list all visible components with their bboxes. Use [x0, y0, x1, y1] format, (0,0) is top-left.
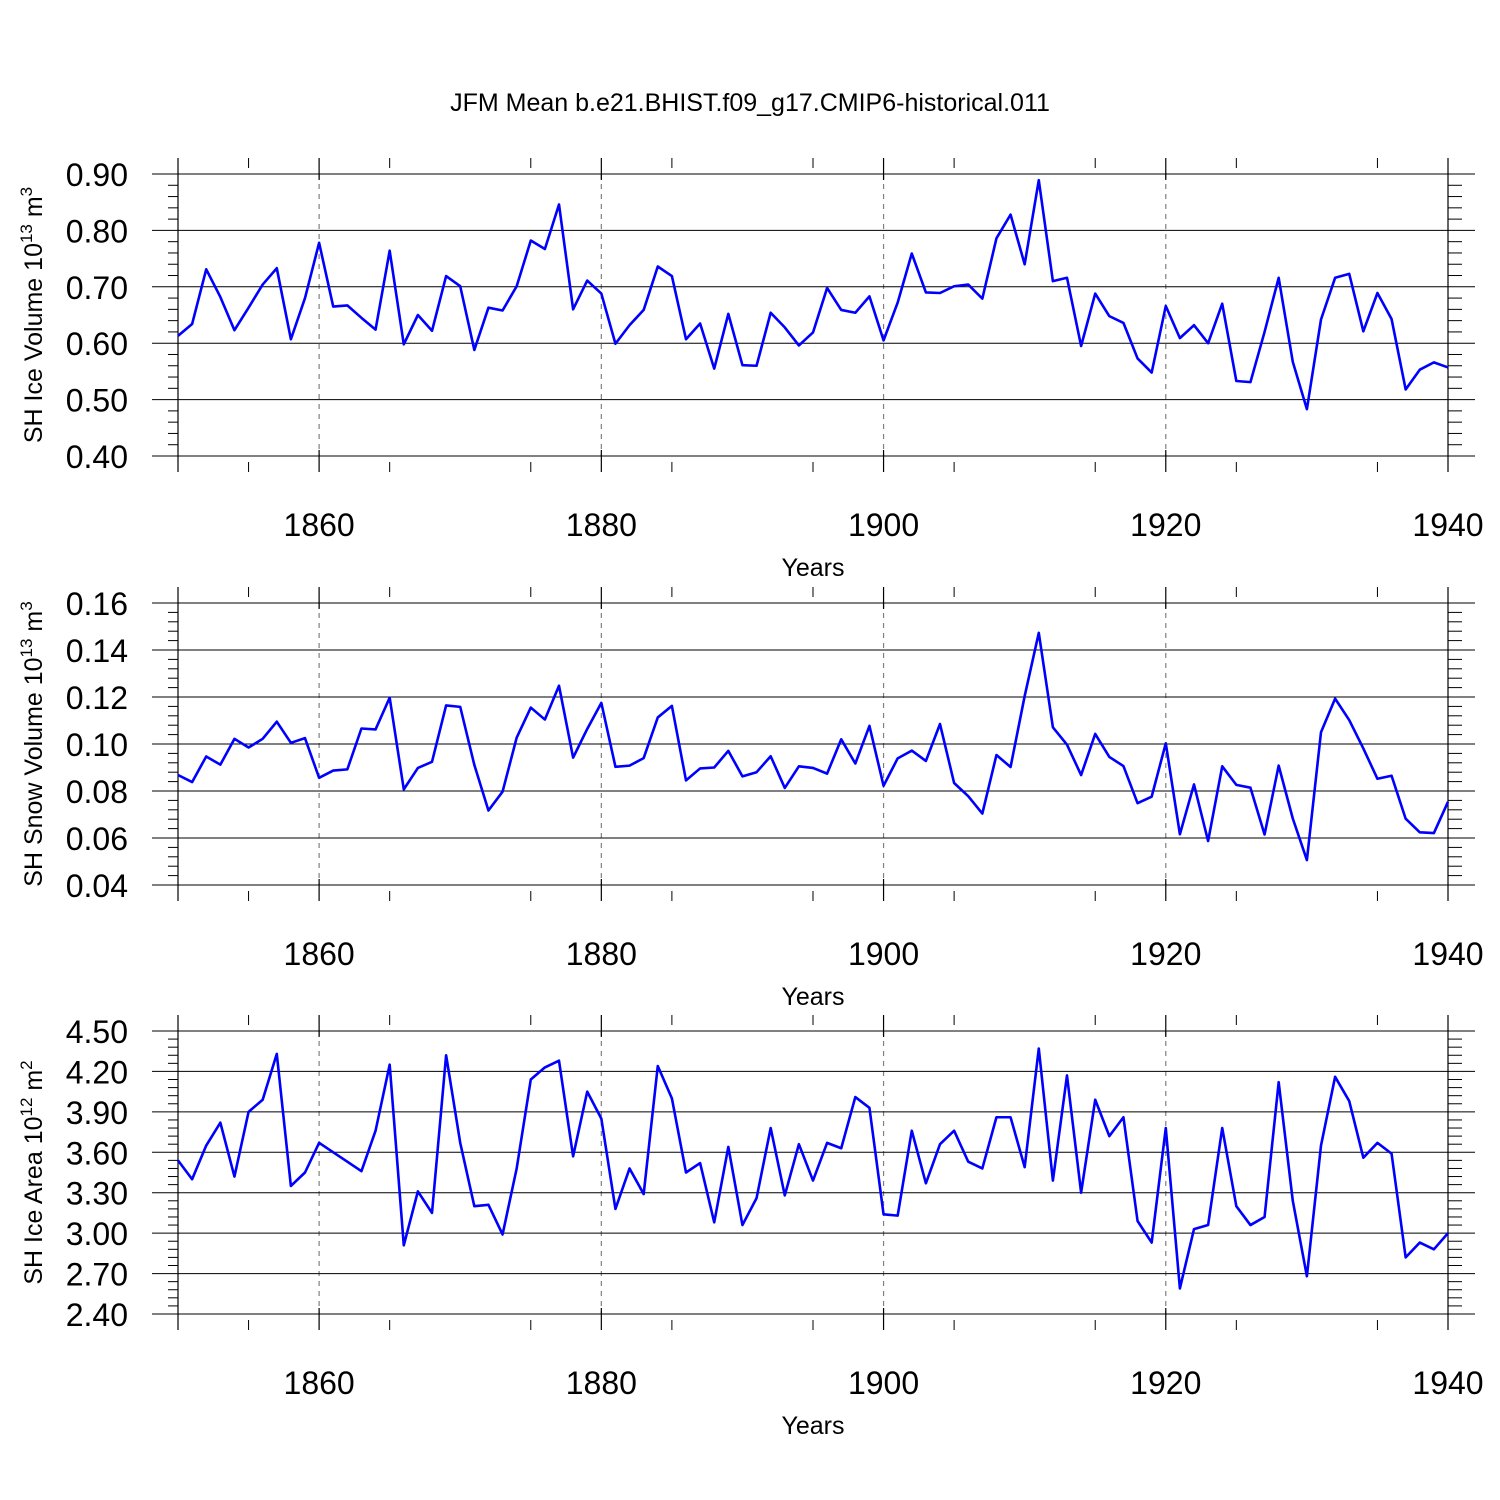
chart-1-y-axis-title-part-1: 13 [17, 639, 36, 658]
chart-0-ytick-label-2: 0.60 [66, 326, 128, 362]
chart-1-ytick-label-2: 0.08 [66, 774, 128, 810]
chart-2-xtick-label-1860: 1860 [284, 1365, 355, 1401]
panel-ice-area: 2.40 2.70 3.00 3.30 3.60 3.90 4.20 4.50 1860 1880… [17, 1014, 1484, 1440]
chart-2-y-axis-title: SH Ice Area 1012 m2 [17, 1060, 48, 1284]
chart-0-y-axis-title-part-1: 13 [17, 224, 36, 243]
chart-2-xtick-label-1900: 1900 [848, 1365, 919, 1401]
chart-2-ytick-label-2: 3.00 [66, 1216, 128, 1252]
figure-title: JFM Mean b.e21.BHIST.f09_g17.CMIP6-histo… [450, 89, 1050, 117]
chart-0-series-line [177, 178, 1449, 411]
chart-0-x-axis-title: Years [781, 554, 844, 582]
chart-2-ytick-label-1: 2.70 [66, 1257, 128, 1293]
chart-2-series-line [176, 1047, 1449, 1290]
chart-0-ytick-label-0: 0.40 [66, 439, 128, 475]
chart-1-ytick-label-3: 0.10 [66, 727, 128, 763]
chart-0-xtick-label-1880: 1880 [566, 507, 637, 543]
chart-1-x-axis-title: Years [781, 983, 844, 1011]
chart-1-xtick-label-1940: 1940 [1412, 936, 1483, 972]
chart-2-xtick-label-1940: 1940 [1412, 1365, 1483, 1401]
panel-snow-volume: 0.04 0.06 0.08 0.10 0.12 0.14 0.16 1860 1880 1900… [17, 586, 1484, 1011]
chart-0-xtick-label-1920: 1920 [1130, 507, 1201, 543]
chart-1-y-axis-title-part-0: SH Snow Volume 10 [20, 657, 48, 886]
chart-1-xtick-label-1900: 1900 [848, 936, 919, 972]
chart-1-ytick-label-0: 0.04 [66, 868, 128, 904]
chart-2-y-axis-title-part-1: 12 [17, 1098, 36, 1117]
chart-1-y-axis-title-part-3: 3 [17, 601, 36, 610]
chart-2-ytick-label-5: 3.90 [66, 1095, 128, 1131]
chart-1-ytick-label-6: 0.16 [66, 586, 128, 622]
chart-2-x-axis-title: Years [781, 1412, 844, 1440]
chart-0-ytick-label-1: 0.50 [66, 383, 128, 419]
chart-1-xtick-label-1860: 1860 [284, 936, 355, 972]
chart-0-y-axis-title-part-0: SH Ice Volume 10 [20, 243, 48, 443]
chart-2-y-axis-title-part-2: m [20, 1070, 48, 1098]
chart-2-y-axis-title-part-0: SH Ice Area 10 [20, 1117, 48, 1285]
chart-1-ytick-label-5: 0.14 [66, 633, 128, 669]
chart-2-ytick-label-7: 4.50 [66, 1014, 128, 1050]
chart-0-xtick-label-1940: 1940 [1412, 507, 1483, 543]
chart-1-y-axis-title-part-2: m [20, 611, 48, 639]
chart-2-xtick-label-1880: 1880 [566, 1365, 637, 1401]
chart-1-ytick-label-4: 0.12 [66, 680, 128, 716]
chart-0-xtick-label-1900: 1900 [848, 507, 919, 543]
chart-2-ytick-label-0: 2.40 [66, 1297, 128, 1333]
chart-1-y-axis-title: SH Snow Volume 1013 m3 [17, 601, 48, 886]
chart-2-xtick-label-1920: 1920 [1130, 1365, 1201, 1401]
chart-0-y-axis-title-part-3: 3 [17, 187, 36, 196]
chart-1-series-line [177, 631, 1450, 862]
chart-0-xtick-label-1860: 1860 [284, 507, 355, 543]
panel-ice-volume: 0.40 0.50 0.60 0.70 0.80 0.90 1860 1880 1900 1920… [17, 157, 1484, 582]
chart-2-y-axis-title-part-3: 2 [17, 1060, 36, 1069]
chart-1-xtick-label-1920: 1920 [1130, 936, 1201, 972]
chart-2-ytick-label-4: 3.60 [66, 1135, 128, 1171]
chart-0-ytick-label-3: 0.70 [66, 270, 128, 306]
chart-1-ytick-label-1: 0.06 [66, 821, 128, 857]
chart-0-ytick-label-4: 0.80 [66, 213, 128, 249]
chart-2-ytick-label-6: 4.20 [66, 1054, 128, 1090]
chart-1-xtick-label-1880: 1880 [566, 936, 637, 972]
chart-0-y-axis-title-part-2: m [20, 196, 48, 224]
chart-0-ytick-label-5: 0.90 [66, 157, 128, 193]
chart-2-ytick-label-3: 3.30 [66, 1176, 128, 1212]
chart-0-y-axis-title: SH Ice Volume 1013 m3 [17, 187, 48, 443]
